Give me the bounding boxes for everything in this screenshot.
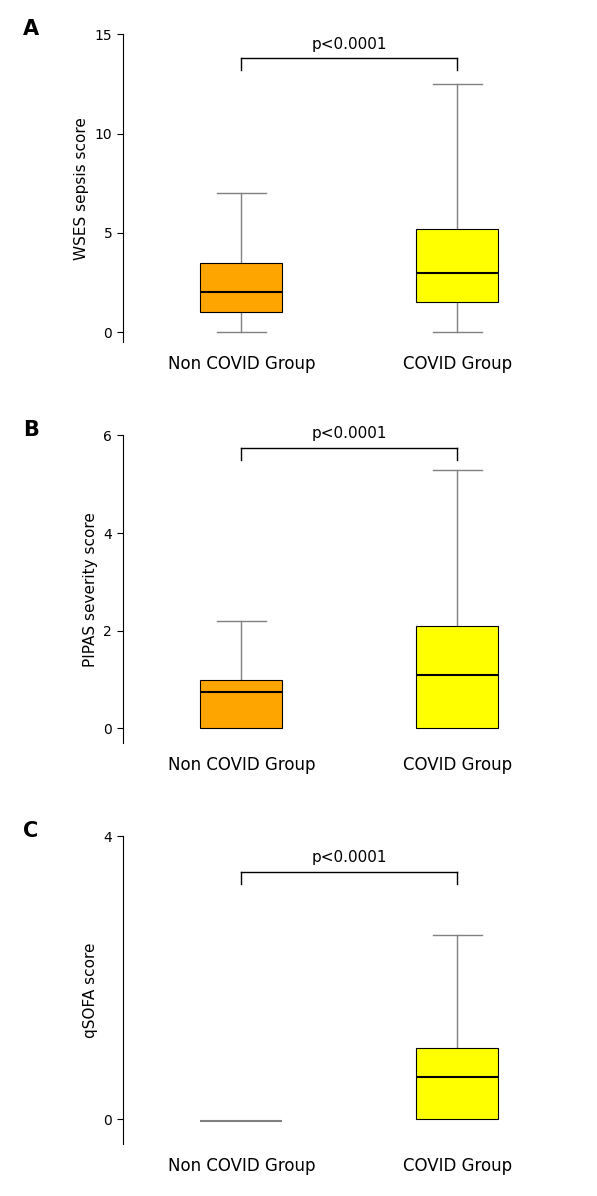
- FancyBboxPatch shape: [416, 228, 498, 303]
- Y-axis label: WSES sepsis score: WSES sepsis score: [74, 117, 89, 260]
- Text: C: C: [23, 820, 38, 841]
- Text: A: A: [23, 19, 39, 39]
- Y-axis label: PIPAS severity score: PIPAS severity score: [83, 512, 98, 666]
- Text: B: B: [23, 420, 39, 440]
- FancyBboxPatch shape: [416, 626, 498, 728]
- Text: p<0.0001: p<0.0001: [312, 426, 387, 441]
- Text: p<0.0001: p<0.0001: [312, 849, 387, 865]
- FancyBboxPatch shape: [416, 1049, 498, 1119]
- Y-axis label: qSOFA score: qSOFA score: [83, 942, 98, 1038]
- Text: p<0.0001: p<0.0001: [312, 37, 387, 53]
- FancyBboxPatch shape: [201, 263, 282, 312]
- FancyBboxPatch shape: [201, 679, 282, 728]
